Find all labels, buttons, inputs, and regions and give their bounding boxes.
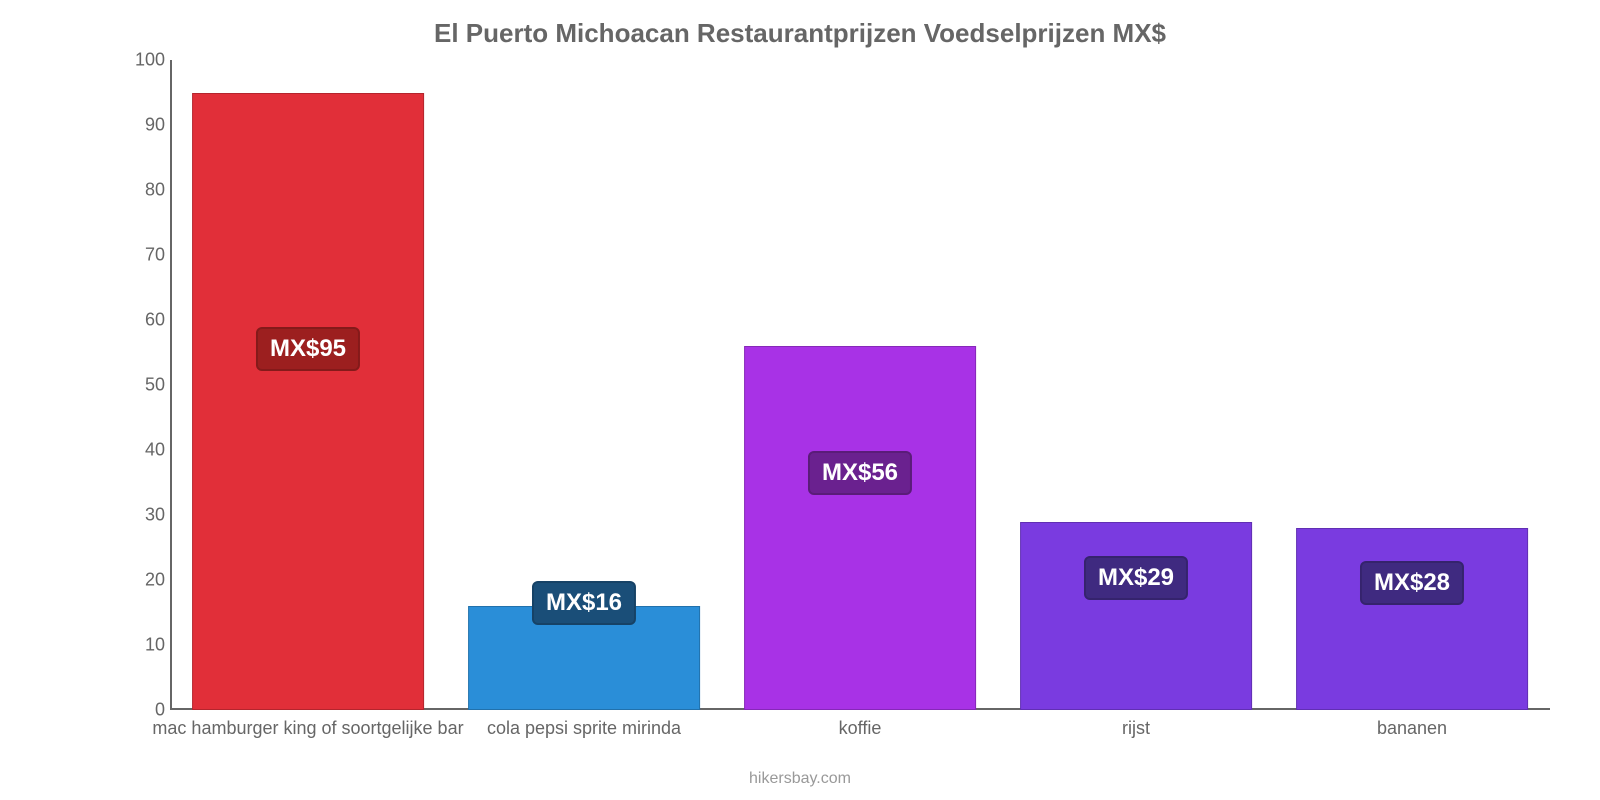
ytick: 90: [110, 115, 165, 136]
ytick: 50: [110, 375, 165, 396]
chart-title: El Puerto Michoacan Restaurantprijzen Vo…: [0, 18, 1600, 49]
x-category-label: rijst: [1122, 718, 1150, 739]
value-badge: MX$16: [532, 581, 636, 625]
ytick: 10: [110, 635, 165, 656]
bars-group: MX$95 mac hamburger king of soortgelijke…: [170, 60, 1550, 710]
bar-rijst: [1020, 522, 1252, 711]
value-badge: MX$56: [808, 451, 912, 495]
value-badge: MX$29: [1084, 556, 1188, 600]
bar-slot: MX$95 mac hamburger king of soortgelijke…: [170, 60, 446, 710]
bar-koffie: [744, 346, 976, 710]
plot-area: 0 10 20 30 40 50 60 70 80 90 100 MX$95 m…: [170, 60, 1550, 710]
attribution-text: hikersbay.com: [0, 770, 1600, 788]
ytick: 70: [110, 245, 165, 266]
value-badge: MX$28: [1360, 561, 1464, 605]
ytick: 20: [110, 570, 165, 591]
ytick: 80: [110, 180, 165, 201]
bar-slot: MX$29 rijst: [998, 60, 1274, 710]
x-category-label: mac hamburger king of soortgelijke bar: [152, 718, 463, 739]
x-category-label: cola pepsi sprite mirinda: [487, 718, 681, 739]
value-badge: MX$95: [256, 327, 360, 371]
ytick: 60: [110, 310, 165, 331]
x-category-label: koffie: [839, 718, 882, 739]
x-category-label: bananen: [1377, 718, 1447, 739]
ytick: 100: [110, 50, 165, 71]
y-axis: 0 10 20 30 40 50 60 70 80 90 100: [110, 60, 165, 710]
bar-slot: MX$16 cola pepsi sprite mirinda: [446, 60, 722, 710]
ytick: 30: [110, 505, 165, 526]
bar-mac-hamburger: [192, 93, 424, 711]
bar-slot: MX$56 koffie: [722, 60, 998, 710]
bar-slot: MX$28 bananen: [1274, 60, 1550, 710]
bar-bananen: [1296, 528, 1528, 710]
chart-container: El Puerto Michoacan Restaurantprijzen Vo…: [0, 0, 1600, 800]
ytick: 40: [110, 440, 165, 461]
